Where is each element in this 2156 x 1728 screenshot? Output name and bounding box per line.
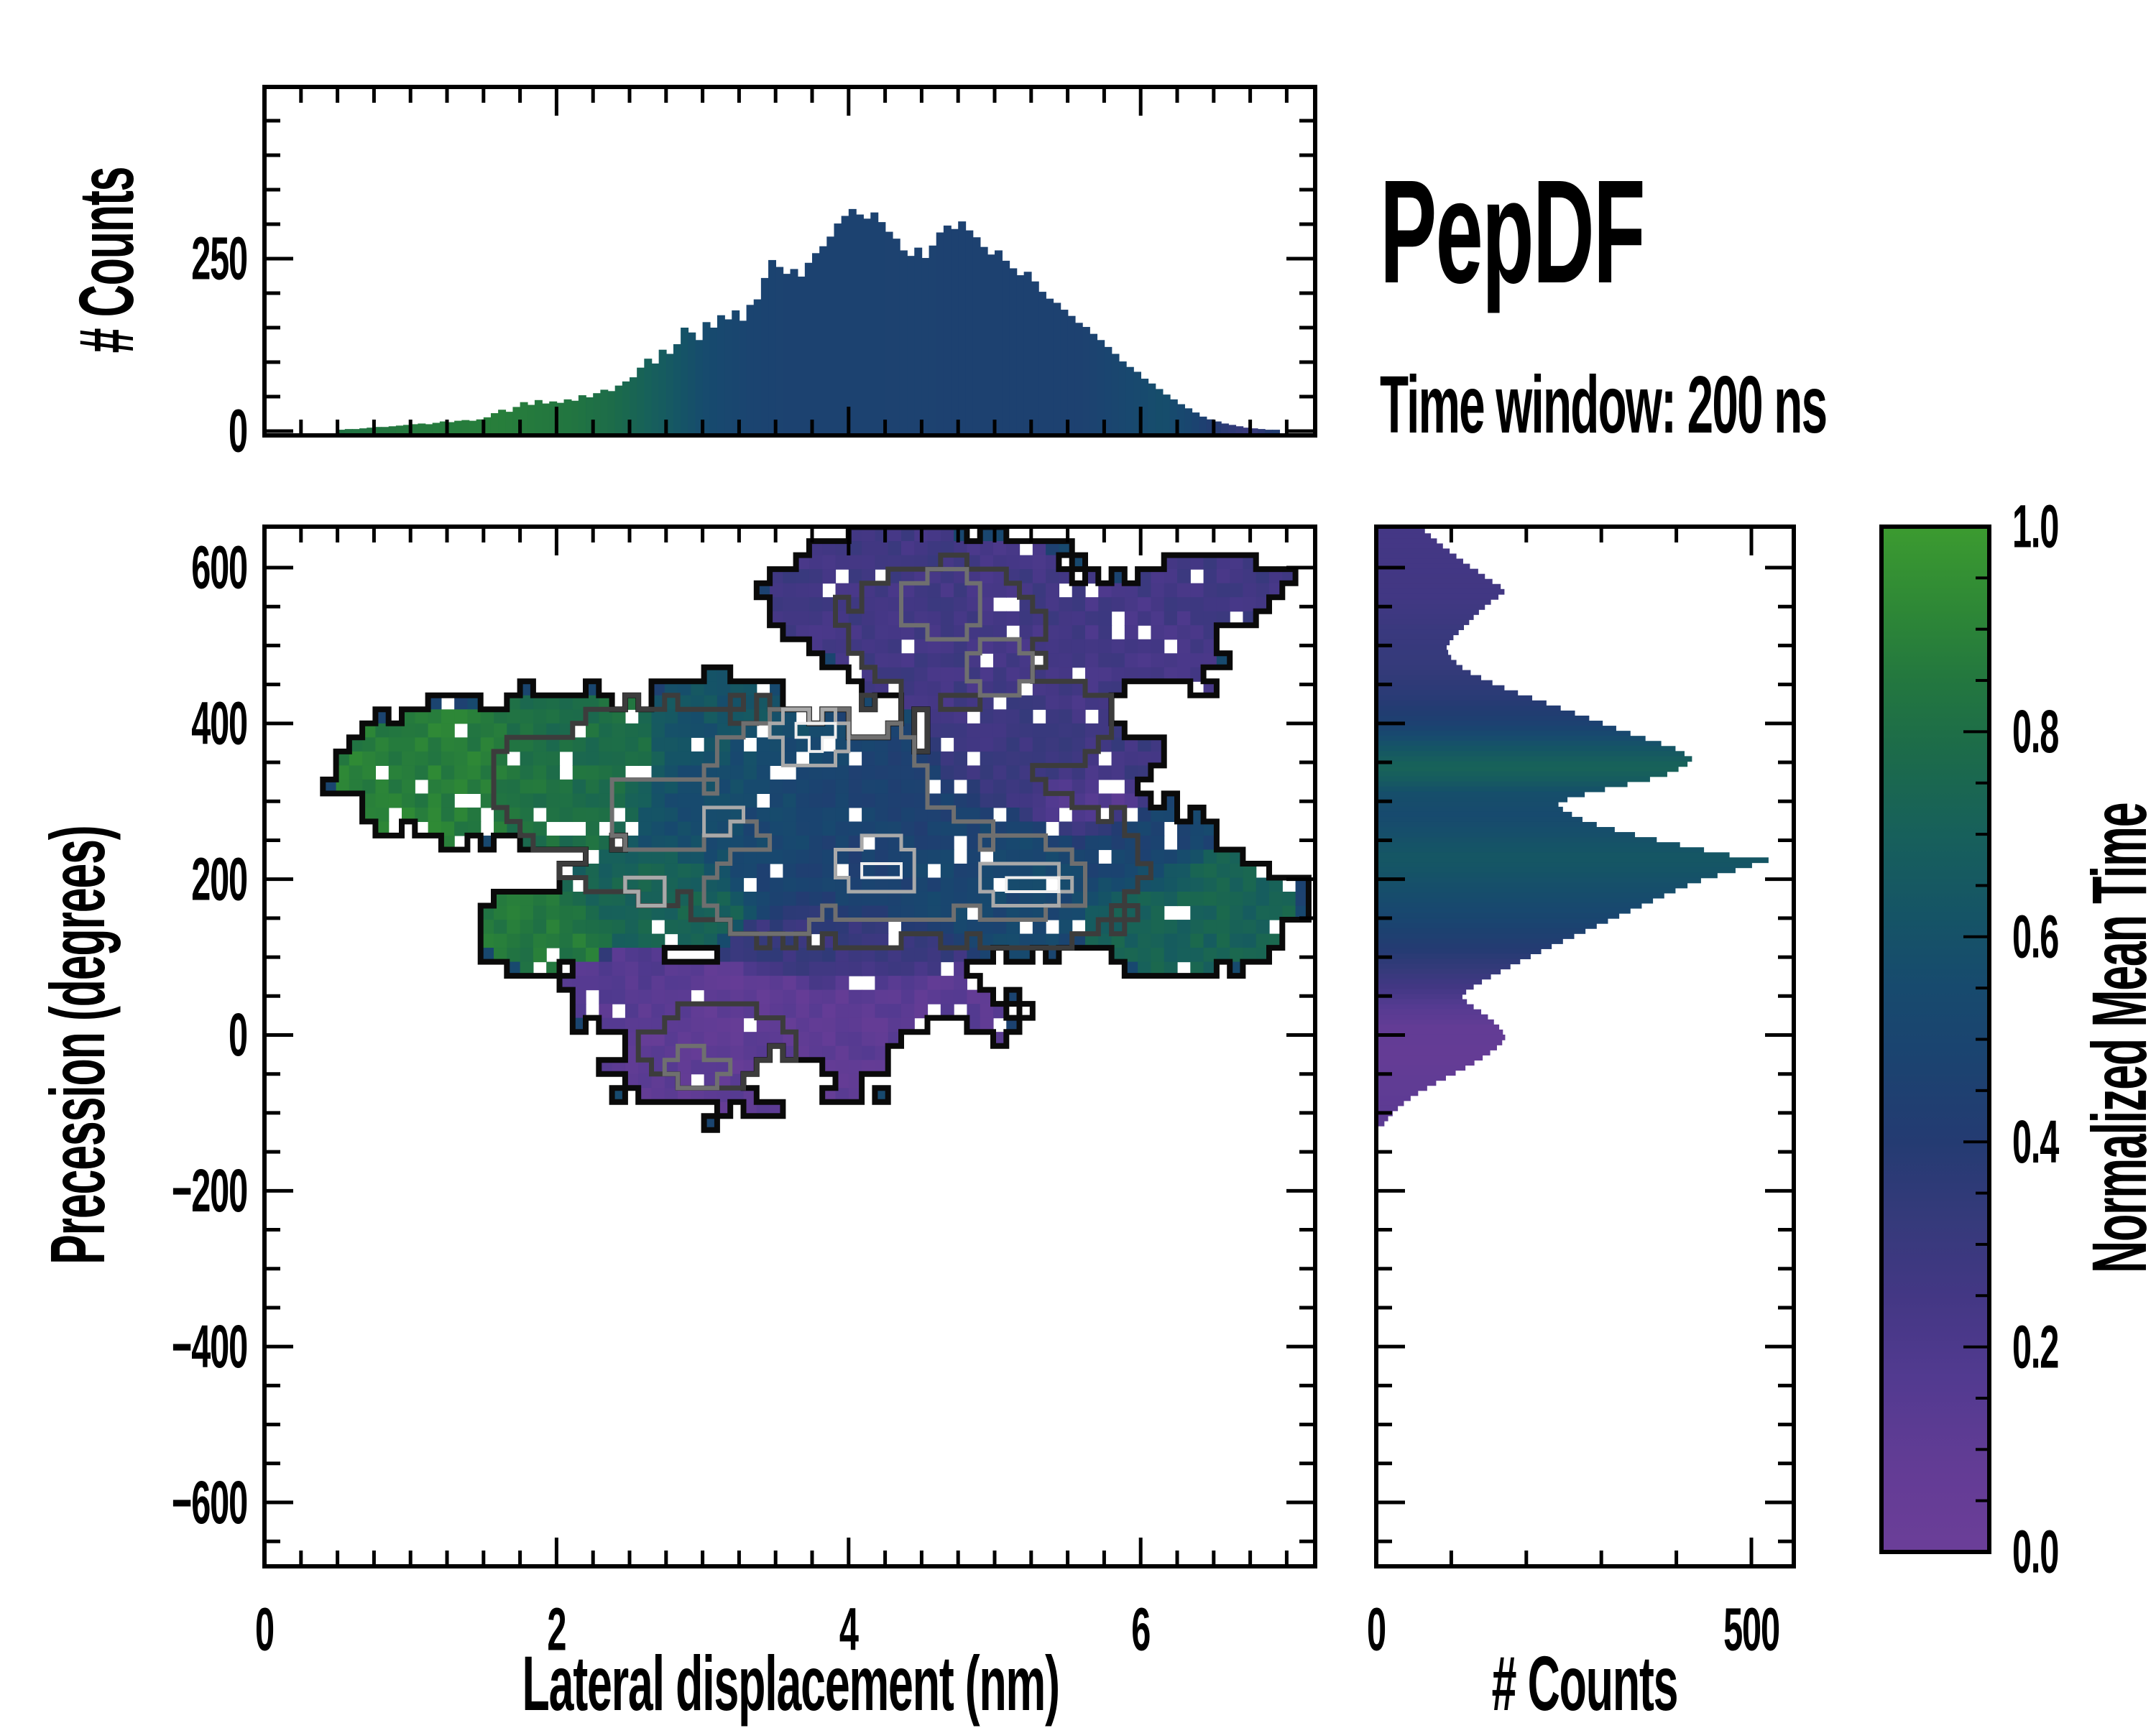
svg-text:0: 0 (255, 1596, 274, 1663)
svg-text:6: 6 (1131, 1596, 1150, 1663)
svg-text:2: 2 (547, 1596, 566, 1663)
svg-text:0: 0 (229, 397, 247, 465)
svg-text:600: 600 (191, 534, 247, 601)
svg-text:0.8: 0.8 (2012, 698, 2059, 765)
svg-text:250: 250 (191, 225, 247, 292)
svg-text:200: 200 (191, 846, 247, 913)
svg-text:4: 4 (839, 1596, 859, 1663)
axes (262, 85, 1991, 1568)
heatmap-2d (323, 527, 1309, 1131)
svg-text:−400: −400 (172, 1313, 247, 1380)
svg-text:0: 0 (1367, 1596, 1386, 1663)
top-histogram-bars (337, 208, 1281, 433)
main-y-axis-label: Precession (degrees) (33, 826, 121, 1265)
plot-title: PepDF (1380, 149, 1646, 314)
svg-text:0.0: 0.0 (2012, 1518, 2058, 1586)
main-x-axis-label: Lateral displacement (nm) (522, 1639, 1059, 1727)
svg-text:−200: −200 (172, 1157, 247, 1224)
plot-subtitle: Time window: 200 ns (1380, 359, 1828, 450)
top-hist-y-axis-label: # Counts (62, 167, 149, 354)
right-histogram-bars (1378, 527, 1769, 1127)
svg-text:−600: −600 (172, 1469, 247, 1536)
colorbar-label: Normalized Mean Time (2075, 803, 2156, 1274)
svg-text:0.6: 0.6 (2012, 903, 2058, 971)
right-hist-x-axis-label: # Counts (1491, 1639, 1679, 1727)
svg-text:500: 500 (1723, 1596, 1779, 1663)
colorbar-gradient (1881, 527, 1989, 1552)
svg-text:1.0: 1.0 (2012, 493, 2058, 560)
svg-text:0: 0 (229, 1001, 247, 1068)
svg-text:0.2: 0.2 (2012, 1313, 2058, 1381)
svg-text:0.4: 0.4 (2012, 1108, 2059, 1175)
svg-text:400: 400 (191, 690, 247, 757)
